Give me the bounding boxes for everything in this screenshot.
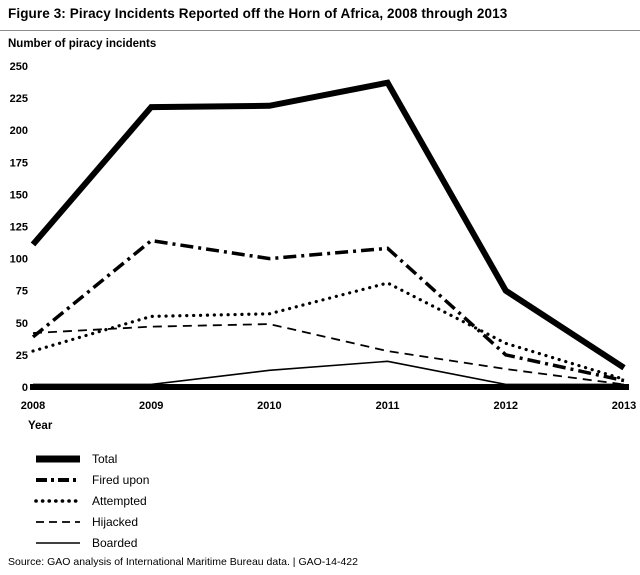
series-line-boarded — [33, 360, 624, 386]
y-axis-tick: 150 — [10, 189, 28, 201]
y-axis-tick: 100 — [10, 254, 28, 266]
x-axis-tick: 2012 — [494, 400, 518, 412]
x-axis-tick: 2013 — [612, 400, 636, 412]
legend-label: Fired upon — [92, 473, 150, 487]
y-axis-tick: 25 — [16, 350, 28, 362]
x-axis-tick: 2010 — [257, 400, 281, 412]
y-axis-tick: 175 — [10, 157, 28, 169]
x-axis-label: Year — [28, 420, 53, 432]
legend-label: Total — [92, 452, 118, 466]
legend-item-boarded: Boarded — [34, 536, 149, 550]
legend-swatch-total — [36, 455, 80, 463]
y-axis-tick: 50 — [16, 318, 28, 330]
legend-item-total: Total — [34, 452, 149, 466]
y-axis-tick: 0 — [22, 382, 28, 394]
y-axis-tick: 75 — [16, 286, 28, 298]
legend-item-attempted: Attempted — [34, 494, 149, 508]
series-line-hijacked — [32, 323, 625, 386]
title-divider — [0, 30, 640, 31]
x-axis-tick: 2008 — [21, 400, 45, 412]
chart-legend: Total Fired upon Attempted Hijacked Boarded — [34, 452, 149, 550]
legend-label: Attempted — [92, 494, 147, 508]
legend-label: Boarded — [92, 536, 138, 550]
legend-label: Hijacked — [92, 515, 139, 529]
legend-swatch-fired-upon — [36, 478, 80, 482]
legend-swatch-attempted — [34, 499, 82, 503]
x-axis-tick: 2009 — [139, 400, 163, 412]
y-axis-tick: 225 — [10, 93, 28, 105]
x-axis-tick: 2011 — [376, 400, 400, 412]
series-line-total — [30, 79, 626, 371]
legend-item-hijacked: Hijacked — [34, 515, 149, 529]
figure-title: Figure 3: Piracy Incidents Reported off … — [8, 6, 508, 21]
piracy-line-chart: 0 25 50 75 100 125 150 175 200 225 250 2008 2009 2010… — [10, 61, 637, 412]
series-line-fired-upon — [31, 238, 625, 383]
y-axis-tick: 250 — [10, 61, 28, 73]
series-line-attempted — [31, 281, 626, 381]
legend-swatch-boarded — [36, 542, 80, 544]
y-axis-tick: 200 — [10, 125, 28, 137]
legend-swatch-hijacked — [36, 521, 80, 523]
y-axis-label: Number of piracy incidents — [8, 38, 157, 50]
source-note: Source: GAO analysis of International Ma… — [8, 556, 358, 568]
y-axis-tick: 125 — [10, 222, 28, 234]
legend-item-fired-upon: Fired upon — [34, 473, 149, 487]
